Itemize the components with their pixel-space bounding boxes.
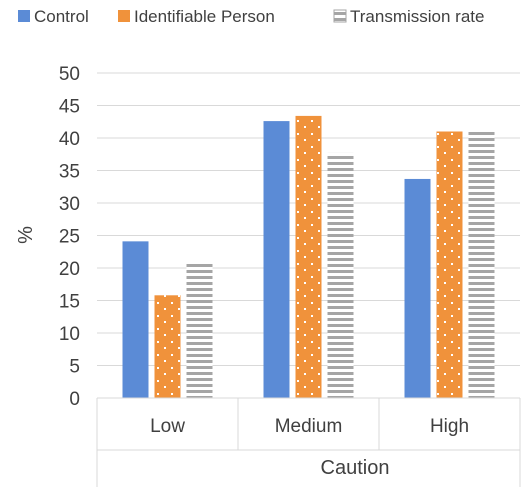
y-tick-label: 35 xyxy=(59,162,80,183)
y-tick-label: 50 xyxy=(59,64,80,85)
y-tick-label: 20 xyxy=(59,259,80,280)
bar-identifiable-person-low xyxy=(154,295,181,398)
y-tick-label: 5 xyxy=(69,357,80,378)
bar-control-high xyxy=(404,178,431,398)
x-tick-label: Medium xyxy=(275,416,343,437)
y-tick-label: 25 xyxy=(59,227,80,248)
bar-identifiable-person-high xyxy=(436,131,463,398)
bar-identifiable-person-medium xyxy=(295,115,322,399)
bar-control-medium xyxy=(263,121,290,398)
bars xyxy=(122,115,495,399)
bar-control-low xyxy=(122,241,149,398)
x-axis: Low Medium High xyxy=(96,397,521,487)
y-tick-label: 45 xyxy=(59,97,80,118)
y-tick-label: 40 xyxy=(59,129,80,150)
bar-transmission-rate-high xyxy=(468,129,495,399)
y-axis-ticks: 0 5 10 15 20 25 30 35 40 45 50 xyxy=(59,64,80,410)
legend-swatch xyxy=(118,10,130,22)
legend-label: Transmission rate xyxy=(350,7,484,26)
y-axis-title: % xyxy=(15,226,37,244)
legend-swatch xyxy=(18,10,30,22)
y-tick-label: 10 xyxy=(59,324,80,345)
legend: Control Identifiable Person Transmission r… xyxy=(18,7,484,26)
bar-transmission-rate-low xyxy=(186,261,213,398)
legend-swatch xyxy=(333,9,347,23)
x-axis-title: Caution xyxy=(321,457,390,479)
x-tick-label: Low xyxy=(150,416,185,437)
bar-transmission-rate-medium xyxy=(327,152,354,398)
y-tick-label: 0 xyxy=(69,389,80,410)
y-tick-label: 15 xyxy=(59,292,80,313)
x-tick-label: High xyxy=(430,416,469,437)
legend-label: Control xyxy=(34,7,89,26)
legend-label: Identifiable Person xyxy=(134,7,275,26)
y-tick-label: 30 xyxy=(59,194,80,215)
